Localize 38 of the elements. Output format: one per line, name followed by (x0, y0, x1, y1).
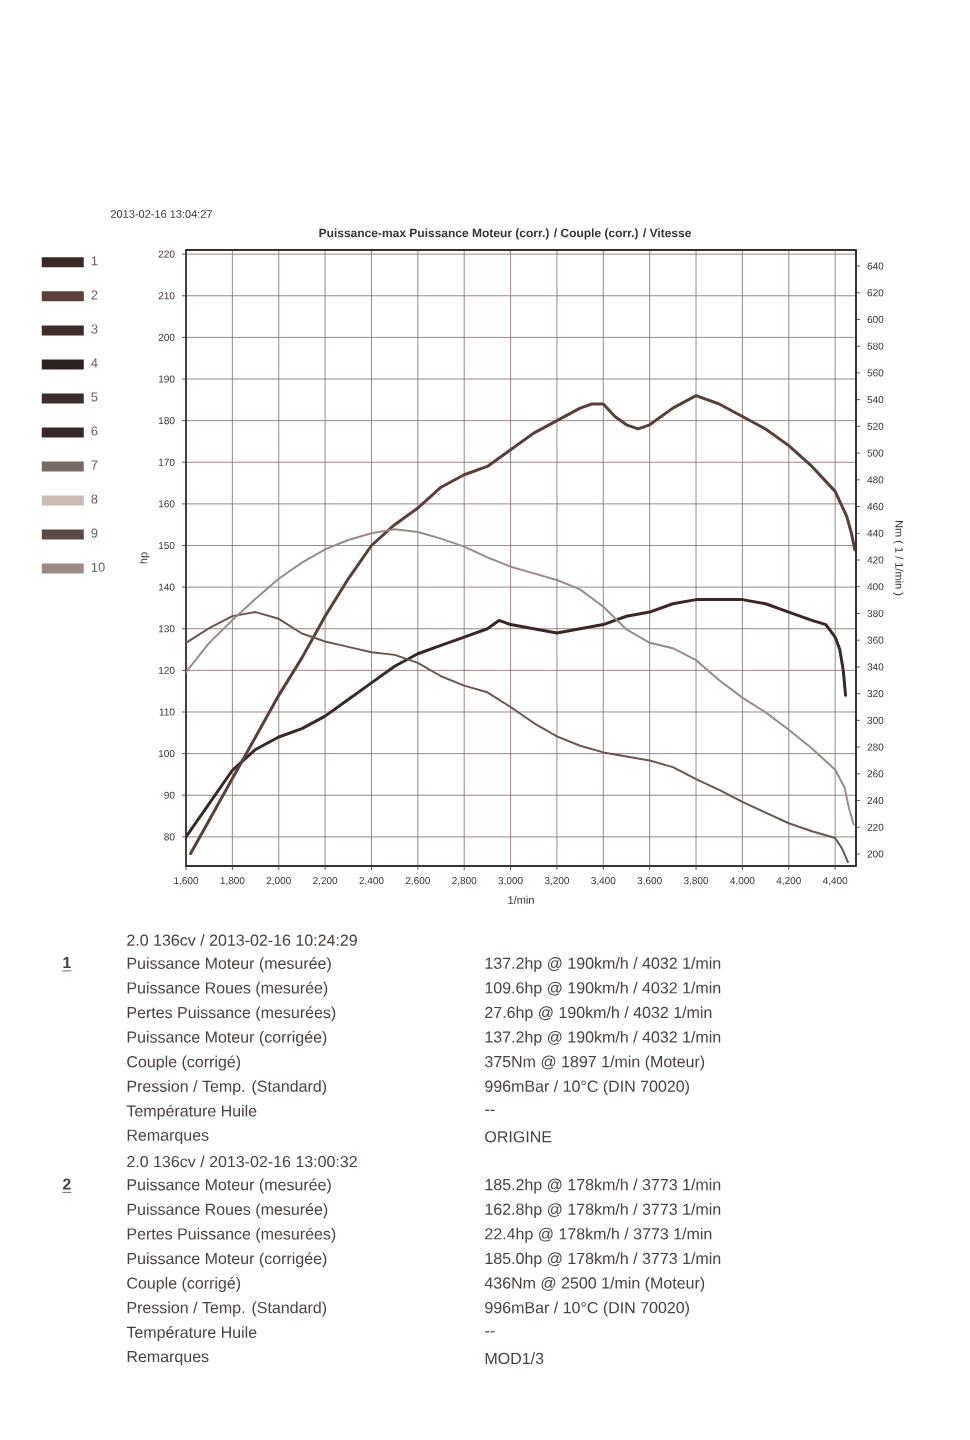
text: Couple (corrigé) (127, 1055, 241, 1071)
text: 2.0 136cv / 2013-02-16 13:00:32 (127, 1155, 357, 1168)
text: 185.0hp @ 178km/h / 3773 1/min (485, 1252, 721, 1268)
text: Puissance Roues (mesurée) (127, 981, 328, 997)
text: ORIGINE (485, 1131, 552, 1143)
text: -- (485, 1331, 495, 1333)
text: Couple (corrigé) (127, 1276, 241, 1292)
text: Remarques (127, 1129, 209, 1144)
text: Puissance Moteur (corrigée) (127, 1030, 327, 1046)
text: 996mBar / 10°C (DIN 70020) (485, 1301, 689, 1317)
text: Température Huile (126, 1326, 257, 1342)
text: 27.6hp @ 190km/h / 4032 1/min (485, 1006, 712, 1022)
text: 162.8hp @ 178km/h / 3773 1/min (485, 1203, 721, 1219)
text: Puissance Roues (mesurée) (127, 1203, 328, 1219)
text: Pertes Puissance (mesurées) (127, 1227, 336, 1243)
text: 185.2hp @ 178km/h / 3773 1/min (485, 1178, 721, 1194)
text: 996mBar / 10°C (DIN 70020) (485, 1080, 689, 1096)
text: Puissance Moteur (corrigée) (127, 1252, 327, 1268)
text: -- (485, 1109, 495, 1111)
text: Puissance Moteur (mesurée) (127, 1178, 331, 1194)
text: 137.2hp @ 190km/h / 4032 1/min (485, 957, 721, 973)
text: 22.4hp @ 178km/h / 3773 1/min (485, 1227, 712, 1243)
text: 109.6hp @ 190km/h / 4032 1/min (485, 981, 721, 997)
text: MOD1/3 (485, 1352, 544, 1365)
text: Puissance Moteur (mesurée) (127, 957, 331, 973)
text: 1 (63, 957, 71, 969)
text: Remarques (127, 1351, 209, 1366)
text: Pertes Puissance (mesurées) (127, 1006, 336, 1022)
text: 436Nm @ 2500 1/min (Moteur) (484, 1276, 705, 1292)
text: Pression / Temp. (Standard) (127, 1301, 327, 1317)
text: 137.2hp @ 190km/h / 4032 1/min (485, 1030, 721, 1046)
text: 2 (62, 1178, 71, 1190)
text: 2.0 136cv / 2013-02-16 10:24:29 (127, 934, 357, 946)
line-series (189, 394, 856, 856)
text: Pression / Temp. (Standard) (127, 1080, 327, 1096)
text: 375Nm @ 1897 1/min (Moteur) (485, 1055, 705, 1071)
line-series (186, 528, 855, 826)
text: Température Huile (126, 1104, 257, 1120)
